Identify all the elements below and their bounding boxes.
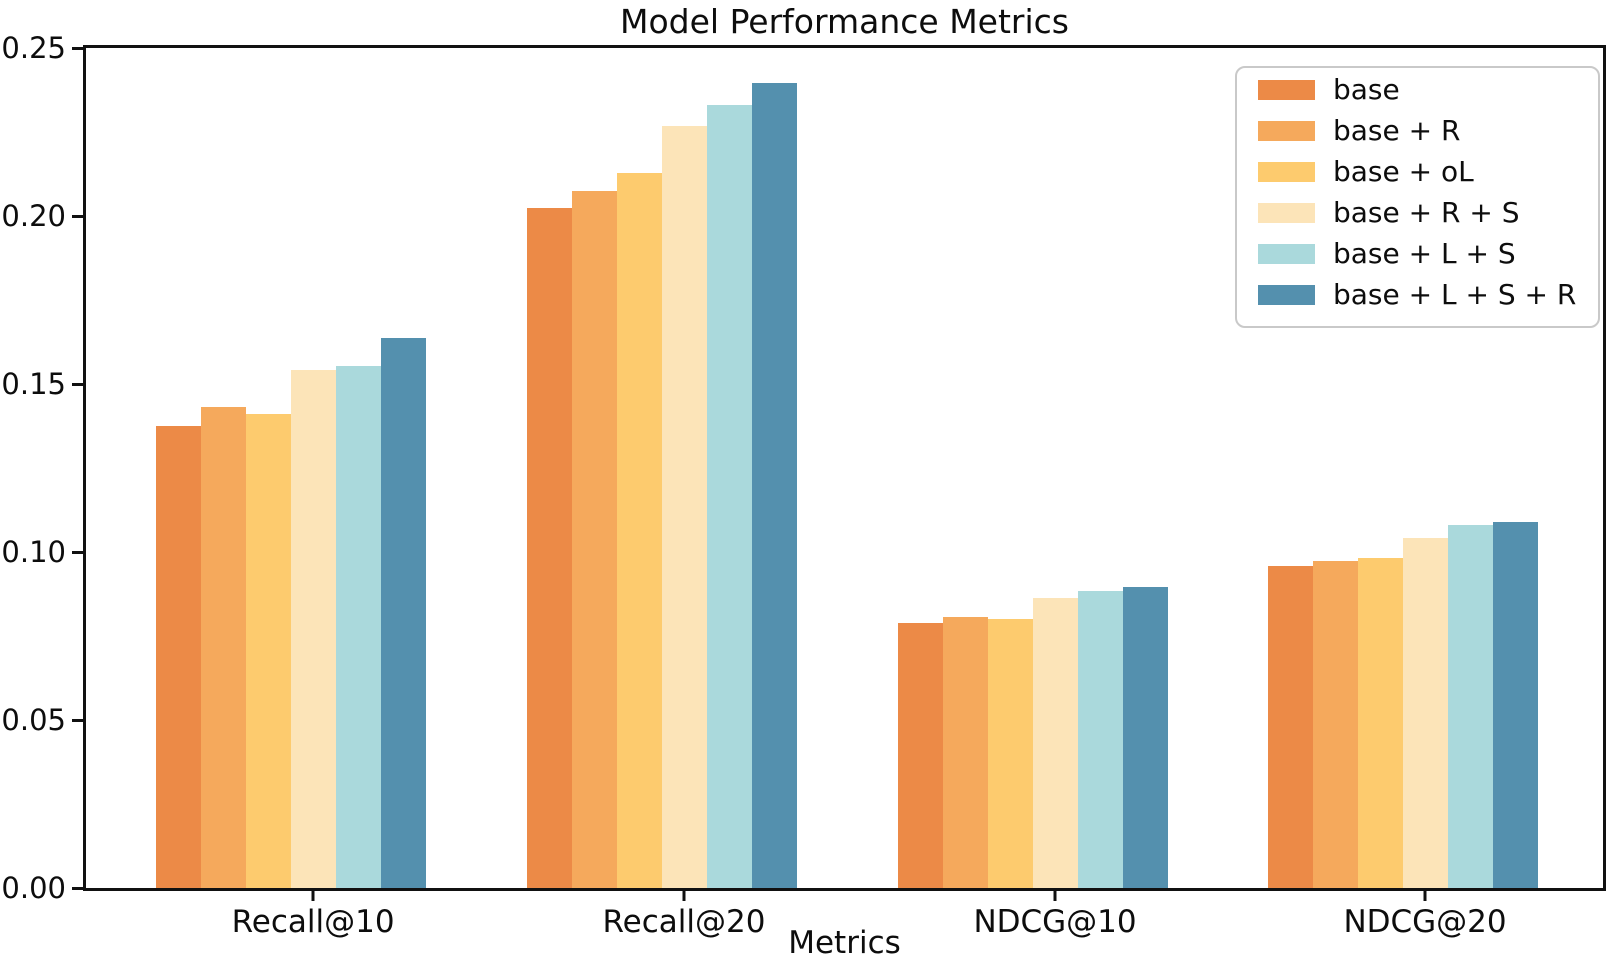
- bar-base+L+S+R-NDCG@10: [1122, 587, 1168, 888]
- legend-item-base+L+S: base + L + S: [1258, 237, 1516, 270]
- legend-item-base+L+S+R: base + L + S + R: [1258, 278, 1577, 311]
- bar-base+R-Recall@10: [200, 407, 246, 888]
- legend: base base + R base + oL base + R + S base + …: [1235, 66, 1600, 328]
- bar-group-NDCG@20: [1267, 48, 1538, 888]
- y-tick-label-0.00: 0.00: [1, 871, 66, 905]
- bar-base+oL-NDCG@20: [1357, 558, 1403, 888]
- legend-item-base: base: [1258, 73, 1400, 106]
- bar-group-Recall@20: [526, 48, 797, 888]
- bar-base+R+S-Recall@20: [661, 126, 707, 888]
- bar-base+L+S-Recall@10: [335, 366, 381, 888]
- bar-base-NDCG@20: [1267, 566, 1313, 888]
- bar-base+oL-Recall@10: [245, 414, 291, 888]
- y-tick-label-0.05: 0.05: [1, 703, 66, 737]
- y-tick-mark-0.20: [72, 214, 83, 218]
- bar-base+oL-NDCG@10: [987, 619, 1033, 888]
- legend-label-base+L+S+R: base + L + S + R: [1333, 278, 1577, 311]
- bar-base+oL-Recall@20: [616, 173, 662, 888]
- bar-base+R+S-Recall@10: [290, 370, 336, 888]
- bar-base+R-Recall@20: [571, 191, 617, 888]
- legend-swatch-base+R+S: [1258, 203, 1315, 223]
- bar-base+L+S+R-Recall@20: [751, 83, 797, 888]
- legend-label-base+R+S: base + R + S: [1333, 196, 1520, 229]
- legend-item-base+oL: base + oL: [1258, 155, 1474, 188]
- bar-base+L+S-NDCG@20: [1447, 525, 1493, 888]
- bar-base+R+S-NDCG@10: [1032, 598, 1078, 888]
- legend-swatch-base+L+S+R: [1258, 285, 1315, 305]
- bar-base+R+S-NDCG@20: [1402, 538, 1448, 888]
- x-tick-mark-NDCG@10: [1053, 891, 1057, 901]
- legend-label-base: base: [1333, 73, 1400, 106]
- legend-label-base+oL: base + oL: [1333, 155, 1474, 188]
- y-tick-mark-0.10: [72, 550, 83, 554]
- bar-base+L+S+R-NDCG@20: [1492, 522, 1538, 888]
- y-tick-label-0.20: 0.20: [1, 199, 66, 233]
- bar-group-Recall@10: [155, 48, 426, 888]
- bar-base-Recall@20: [526, 208, 572, 888]
- plot-area: 0.00 0.05 0.10 0.15 0.20 0.25 Recall@10 Recall@…: [1, 31, 1606, 940]
- legend-swatch-base: [1258, 80, 1315, 100]
- x-axis-label: Metrics: [788, 925, 901, 961]
- bar-base+L+S-NDCG@10: [1077, 591, 1123, 888]
- y-tick-mark-0.05: [72, 718, 83, 722]
- bar-base-NDCG@10: [897, 623, 943, 888]
- legend-item-base+R: base + R: [1258, 114, 1461, 147]
- bar-base+L+S-Recall@20: [706, 105, 752, 888]
- x-tick-mark-Recall@20: [682, 891, 686, 901]
- legend-item-base+R+S: base + R + S: [1258, 196, 1520, 229]
- y-tick-label-0.15: 0.15: [1, 367, 66, 401]
- chart-title: Model Performance Metrics: [620, 2, 1069, 41]
- legend-swatch-base+oL: [1258, 162, 1315, 182]
- x-tick-mark-NDCG@20: [1423, 891, 1427, 901]
- x-tick-label-NDCG@20: NDCG@20: [1343, 904, 1507, 940]
- legend-label-base+R: base + R: [1333, 114, 1461, 147]
- bar-base+R-NDCG@20: [1312, 561, 1358, 888]
- bar-group-NDCG@10: [897, 48, 1168, 888]
- y-tick-mark-0.25: [72, 46, 83, 50]
- bar-base+R-NDCG@10: [942, 617, 988, 888]
- x-tick-label-NDCG@10: NDCG@10: [973, 904, 1137, 940]
- y-tick-mark-0.15: [72, 382, 83, 386]
- legend-label-base+L+S: base + L + S: [1333, 237, 1516, 270]
- legend-swatch-base+L+S: [1258, 244, 1315, 264]
- y-tick-label-0.10: 0.10: [1, 535, 66, 569]
- y-tick-label-0.25: 0.25: [1, 31, 66, 65]
- x-tick-label-Recall@20: Recall@20: [602, 904, 766, 940]
- y-tick-mark-0.00: [72, 886, 83, 890]
- legend-swatch-base+R: [1258, 121, 1315, 141]
- bar-base-Recall@10: [155, 426, 201, 888]
- x-tick-mark-Recall@10: [311, 891, 315, 901]
- x-tick-label-Recall@10: Recall@10: [231, 904, 395, 940]
- bar-base+L+S+R-Recall@10: [380, 338, 426, 888]
